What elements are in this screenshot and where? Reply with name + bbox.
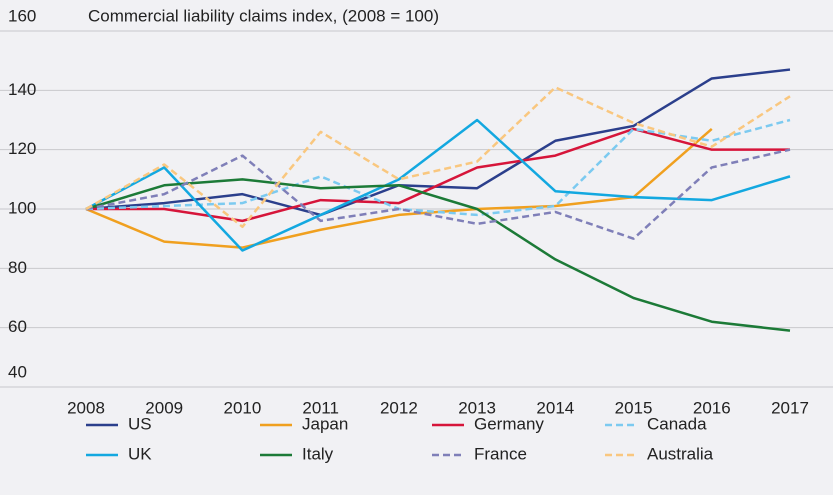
x-tick-label: 2009: [145, 398, 183, 417]
series-line: [85, 68, 791, 217]
legend-label: Canada: [647, 414, 707, 433]
chart-title: Commercial liability claims index, (2008…: [88, 6, 439, 25]
legend-label: Germany: [474, 414, 544, 433]
y-tick-label: 40: [8, 362, 27, 381]
series-line: [85, 118, 791, 252]
x-tick-label: 2014: [536, 398, 574, 417]
legend-label: UK: [128, 444, 152, 463]
x-tick-label: 2008: [67, 398, 105, 417]
y-tick-label: 60: [8, 317, 27, 336]
series-line: [85, 178, 791, 332]
y-tick-label: 80: [8, 258, 27, 277]
series-line: [85, 148, 791, 240]
x-tick-label: 2012: [380, 398, 418, 417]
y-tick-label: 120: [8, 139, 36, 158]
x-tick-label: 2016: [693, 398, 731, 417]
x-tick-label: 2017: [771, 398, 809, 417]
legend-label: Japan: [302, 414, 348, 433]
x-tick-label: 2013: [458, 398, 496, 417]
legend-label: Australia: [647, 444, 714, 463]
y-tick-label: 140: [8, 80, 36, 99]
legend-label: US: [128, 414, 152, 433]
series-line: [85, 86, 791, 229]
legend-label: Italy: [302, 444, 334, 463]
x-tick-label: 2015: [615, 398, 653, 417]
y-tick-label: 100: [8, 198, 36, 217]
y-tick-label: 160: [8, 6, 36, 25]
series-line: [85, 127, 713, 249]
x-tick-label: 2010: [224, 398, 262, 417]
legend-label: France: [474, 444, 527, 463]
x-tick-label: 2011: [302, 398, 339, 417]
series-line: [86, 127, 790, 223]
